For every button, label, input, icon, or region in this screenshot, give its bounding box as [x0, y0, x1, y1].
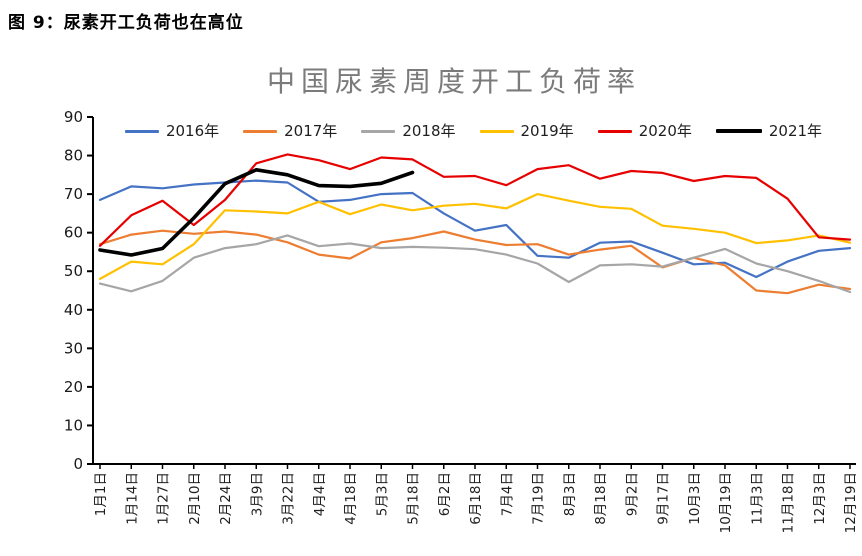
x-tick-label: 12月19日	[843, 472, 859, 533]
legend-label-2019: 2019年	[520, 121, 574, 140]
y-tick-label: 0	[73, 455, 83, 473]
series-line-2019	[98, 193, 852, 280]
series-line-2018	[98, 234, 852, 294]
legend-label-2016: 2016年	[165, 121, 220, 140]
x-tick-label: 7月4日	[499, 472, 515, 516]
x-tick-label: 5月3日	[374, 472, 390, 516]
legend-swatch-2016	[124, 129, 159, 133]
y-tick-label: 90	[64, 108, 83, 126]
x-tick-label: 12月3日	[812, 472, 828, 525]
series-line-2020	[98, 153, 852, 247]
x-tick-label: 6月18日	[468, 472, 484, 525]
legend-item-2021: 2021年	[715, 121, 823, 140]
legend-item-2018: 2018年	[361, 121, 456, 140]
x-tick-label: 2月10日	[187, 472, 203, 525]
x-tick-label: 5月18日	[406, 472, 422, 525]
chart-legend: 2016年 2017年 2018年 2019年 2020年 2021年	[93, 120, 854, 142]
x-tick-label: 3月9日	[249, 472, 265, 516]
x-tick-label: 1月14日	[124, 472, 140, 525]
y-tick-label: 30	[64, 339, 83, 357]
legend-item-2019: 2019年	[479, 121, 574, 140]
x-tick-label: 1月1日	[93, 472, 109, 516]
x-tick-label: 11月3日	[749, 472, 765, 525]
legend-label-2017: 2017年	[284, 121, 338, 140]
legend-swatch-2017	[243, 129, 278, 133]
y-tick-label: 80	[64, 147, 83, 165]
legend-label-2021: 2021年	[768, 121, 823, 140]
x-tick-label: 7月19日	[531, 472, 547, 525]
x-tick-label: 8月3日	[562, 472, 578, 516]
legend-swatch-2020	[597, 129, 632, 133]
legend-swatch-2019	[479, 129, 514, 133]
x-tick-label: 9月17日	[656, 472, 672, 525]
legend-label-2020: 2020年	[638, 121, 692, 140]
x-tick-label: 11月18日	[781, 472, 797, 533]
y-tick-label: 20	[64, 378, 83, 396]
x-tick-label: 10月3日	[687, 472, 703, 525]
y-tick-label: 40	[64, 301, 83, 319]
y-tick-label: 60	[64, 224, 83, 242]
legend-item-2017: 2017年	[243, 121, 338, 140]
x-tick-label: 4月18日	[343, 472, 359, 525]
x-tick-label: 3月22日	[281, 472, 297, 525]
x-tick-label: 9月2日	[624, 472, 640, 516]
x-tick-label: 1月27日	[156, 472, 172, 525]
legend-item-2016: 2016年	[124, 121, 220, 140]
x-tick-label: 10月19日	[718, 472, 734, 533]
chart-title: 中国尿素周度开工负荷率	[266, 65, 641, 98]
figure-caption: 图 9：尿素开工负荷也在高位	[8, 13, 244, 33]
y-tick-label: 50	[64, 262, 83, 280]
x-tick-label: 8月18日	[593, 472, 609, 525]
y-tick-label: 70	[64, 185, 83, 203]
legend-swatch-2021	[715, 128, 762, 134]
legend-label-2018: 2018年	[402, 121, 456, 140]
x-tick-label: 6月2日	[437, 472, 453, 516]
series-line-2021	[98, 168, 415, 257]
y-tick-label: 10	[64, 416, 83, 434]
series-line-2017	[98, 229, 852, 295]
x-tick-label: 2月24日	[218, 472, 234, 525]
legend-item-2020: 2020年	[597, 121, 692, 140]
x-tick-label: 4月4日	[312, 472, 328, 516]
legend-swatch-2018	[361, 129, 396, 133]
